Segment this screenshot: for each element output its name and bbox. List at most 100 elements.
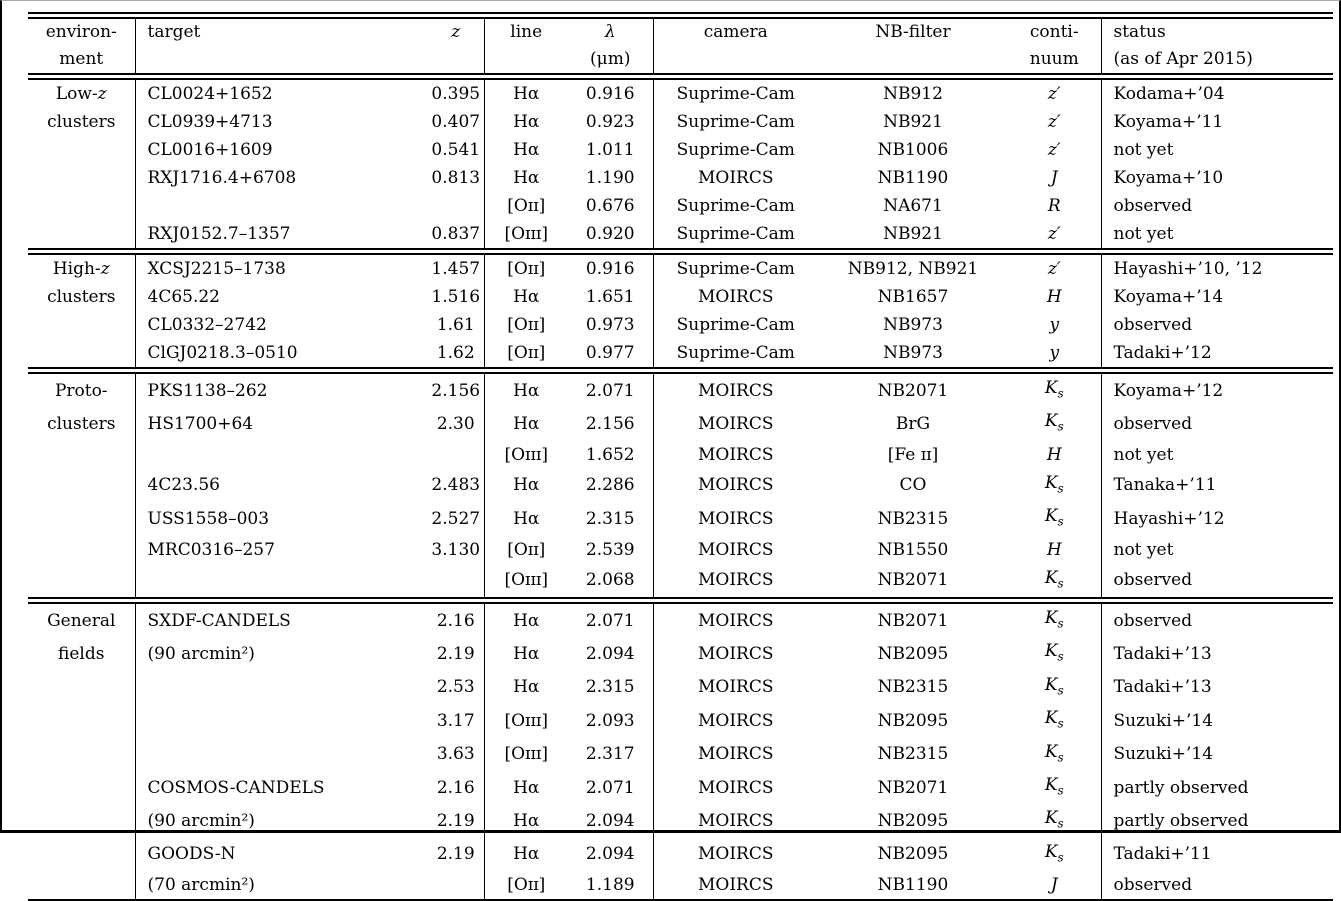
cell-target: 4C65.22 [147, 287, 221, 307]
cell-target [135, 192, 428, 220]
cell-environment [28, 136, 136, 164]
cell-status: Tanaka+’11 [1113, 475, 1217, 496]
cell-target: GOODS-N [147, 844, 236, 865]
cell-line: Hα [513, 380, 540, 401]
table-row: Low-z CL0024+1652 0.395 Hα 0.916 Suprime-Cam N… [28, 80, 1333, 108]
cell-line: Hα [513, 414, 540, 435]
cell-environment [28, 192, 136, 220]
cell-status: observed [1113, 315, 1193, 335]
cell-continuum: Ks [1008, 770, 1102, 805]
cell-status: Tadaki+’13 [1113, 677, 1212, 698]
cell-status: observed [1113, 610, 1193, 631]
continuum-main: J [1050, 168, 1058, 188]
cell-lambda: 2.094 [568, 837, 654, 872]
table-row: clusters 4C65.22 1.516 Hα 1.651 MOIRCS NB1657 H… [28, 283, 1333, 311]
cell-line: [Oɪɪ] [507, 875, 546, 896]
continuum-main: z′ [1047, 112, 1061, 132]
continuum-main: H [1046, 444, 1062, 465]
cell-z: 0.541 [428, 136, 485, 164]
table-row: 4C23.56 2.483 Hα 2.286 MOIRCS CO Ks Tanaka+’11 [28, 468, 1333, 503]
table-row: fields (90 arcmin²) 2.19 Hα 2.094 MOIRCS NB209… [28, 637, 1333, 671]
cell-target: RXJ1716.4+6708 [147, 168, 297, 188]
cell-line: [Oɪɪ] [507, 539, 546, 560]
cell-nb-filter: NA671 [883, 196, 943, 216]
cell-environment [28, 468, 136, 503]
environment-label: clusters [47, 112, 116, 132]
environment-label: fields [58, 644, 105, 665]
cell-status: Kodama+’04 [1113, 84, 1225, 104]
table-section-1: High-z XCSJ2215–1738 1.457 [Oɪɪ] 0.916 Suprim… [28, 255, 1333, 367]
cell-lambda: 2.315 [568, 502, 654, 536]
cell-target: USS1558–003 [147, 508, 270, 529]
header-text: NB-filter [875, 22, 951, 42]
cell-lambda: 1.011 [568, 136, 654, 164]
cell-line: Hα [513, 140, 540, 160]
table-row: CL0332–2742 1.61 [Oɪɪ] 0.973 Suprime-Cam NB97… [28, 311, 1333, 339]
cell-status: Suzuki+’14 [1113, 710, 1214, 731]
continuum-main: K [1044, 567, 1058, 588]
table-row: General SXDF-CANDELS 2.16 Hα 2.071 MOIRCS NB20… [28, 603, 1333, 638]
table-section-0: Low-z CL0024+1652 0.395 Hα 0.916 Suprime-Cam N… [28, 80, 1333, 248]
header-text: target [147, 22, 201, 42]
cell-nb-filter: NB1550 [877, 539, 949, 560]
cell-line: Hα [513, 677, 540, 698]
cell-nb-filter: CO [899, 475, 927, 496]
continuum-main: K [1044, 641, 1058, 662]
cell-camera: Suprime-Cam [676, 140, 795, 160]
table-row: (90 arcmin²) 2.19 Hα 2.094 MOIRCS NB2095 Ks par… [28, 804, 1333, 838]
header-lambda: λ (μm) [568, 19, 654, 73]
cell-continuum: H [1008, 283, 1102, 311]
table-row: clusters CL0939+4713 0.407 Hα 0.923 Suprime-C… [28, 108, 1333, 136]
table-row: 2.53 Hα 2.315 MOIRCS NB2315 Ks Tadaki+’13 [28, 670, 1333, 705]
header-text: environ- [45, 22, 117, 42]
cell-nb-filter: NB921 [883, 224, 943, 244]
cell-status: not yet [1113, 140, 1174, 160]
cell-lambda: 1.189 [568, 871, 654, 900]
section-separator-rule [28, 248, 1333, 255]
continuum-subscript: s [1057, 481, 1064, 496]
cell-nb-filter: NB2095 [877, 710, 949, 731]
cell-target: (90 arcmin²) [147, 810, 255, 831]
cell-line: Hα [513, 610, 540, 631]
continuum-subscript: s [1057, 816, 1064, 831]
table-section-2: Proto- PKS1138–262 2.156 Hα 2.071 MOIRCS NB207… [28, 374, 1333, 597]
cell-lambda: 2.539 [568, 535, 654, 564]
table-row: USS1558–003 2.527 Hα 2.315 MOIRCS NB2315 Ks Hay… [28, 502, 1333, 536]
cell-status: observed [1113, 414, 1193, 435]
cell-line: [Oɪɪɪ] [504, 570, 548, 591]
cell-lambda: 1.651 [568, 283, 654, 311]
cell-camera: Suprime-Cam [676, 224, 795, 244]
cell-z: 2.19 [428, 637, 485, 671]
cell-status: not yet [1113, 539, 1174, 560]
cell-camera: MOIRCS [697, 444, 774, 465]
section-separator-rule [28, 73, 1333, 80]
table-row: Proto- PKS1138–262 2.156 Hα 2.071 MOIRCS NB207… [28, 374, 1333, 408]
header-environment: environ- ment [28, 19, 136, 73]
cell-camera: MOIRCS [697, 539, 774, 560]
cell-continuum: J [1008, 871, 1102, 900]
cell-environment [28, 770, 136, 805]
cell-line: [Oɪɪɪ] [504, 710, 548, 731]
cell-lambda: 2.094 [568, 804, 654, 838]
cell-lambda: 1.190 [568, 164, 654, 192]
cell-z: 0.813 [428, 164, 485, 192]
cell-lambda: 2.317 [568, 737, 654, 771]
cell-z: 0.395 [428, 80, 485, 108]
continuum-main: H [1046, 539, 1062, 560]
cell-target: XCSJ2215–1738 [147, 259, 286, 279]
cell-target [135, 738, 428, 771]
cell-environment [28, 220, 136, 248]
cell-line: Hα [513, 475, 540, 496]
observation-table: environ- ment target z line λ (μm) camer… [28, 12, 1333, 901]
cell-lambda: 2.071 [568, 770, 654, 805]
continuum-main: K [1044, 674, 1058, 695]
header-z: z [428, 19, 485, 73]
cell-lambda: 0.973 [568, 311, 654, 339]
cell-status: Koyama+’14 [1113, 287, 1224, 307]
cell-status: Hayashi+’12 [1113, 508, 1225, 529]
cell-target: CL0939+4713 [147, 112, 273, 132]
continuum-main: K [1044, 607, 1058, 628]
